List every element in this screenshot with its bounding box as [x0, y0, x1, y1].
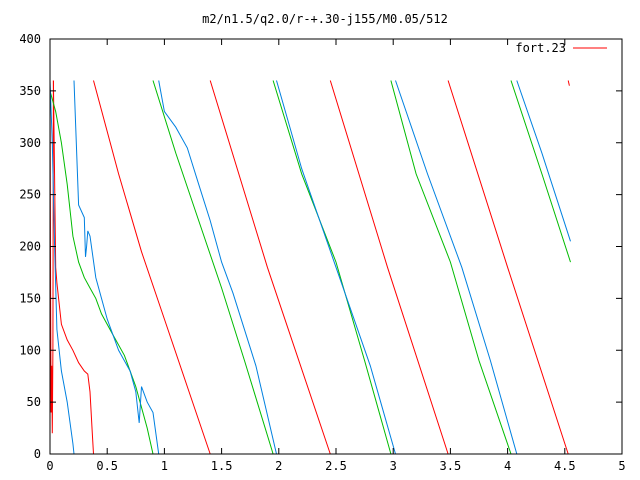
y-tick-label: 300 [19, 136, 41, 150]
y-tick-label: 400 [19, 32, 41, 46]
x-tick-label: 4.5 [554, 459, 576, 473]
series-line [49, 80, 75, 455]
y-tick-label: 0 [34, 447, 41, 461]
series-line [516, 80, 571, 242]
series-layer [49, 80, 571, 455]
x-tick-label: 4 [504, 459, 511, 473]
series-line [52, 80, 94, 455]
x-tick-label: 1.5 [211, 459, 233, 473]
chart-title: m2/n1.5/q2.0/r-+.30-j155/M0.05/512 [202, 12, 448, 26]
series-line [272, 80, 392, 455]
series-line [390, 80, 512, 455]
series-line [158, 80, 277, 455]
series-line [276, 80, 396, 455]
x-tick-label: 3 [390, 459, 397, 473]
x-axis: 0 0.5 1 1.5 2 2.5 3 3.5 4 4.5 5 [46, 39, 626, 473]
y-tick-label: 150 [19, 291, 41, 305]
x-tick-label: 1 [161, 459, 168, 473]
series-line [152, 80, 274, 455]
x-tick-label: 2 [275, 459, 282, 473]
series-line [73, 80, 160, 455]
legend-label: fort.23 [515, 41, 566, 55]
series-line [209, 80, 331, 455]
series-line [510, 80, 571, 263]
y-axis: 0 50 100 150 200 250 300 350 400 [19, 32, 622, 461]
y-tick-label: 100 [19, 343, 41, 357]
series-1 [49, 80, 571, 455]
series-line [567, 80, 570, 86]
x-tick-label: 0 [46, 459, 53, 473]
y-tick-label: 350 [19, 84, 41, 98]
series-line [447, 80, 569, 455]
y-tick-label: 250 [19, 188, 41, 202]
x-tick-label: 2.5 [325, 459, 347, 473]
series-line [395, 80, 518, 455]
y-tick-label: 200 [19, 240, 41, 254]
series-line [49, 90, 154, 455]
x-tick-label: 3.5 [440, 459, 462, 473]
legend: fort.23 [515, 41, 607, 55]
x-tick-label: 5 [618, 459, 625, 473]
x-tick-label: 0.5 [96, 459, 118, 473]
series-line [93, 80, 211, 455]
series-line [329, 80, 449, 455]
y-tick-label: 50 [27, 395, 41, 409]
series-0 [49, 80, 570, 455]
series-2 [49, 80, 571, 455]
